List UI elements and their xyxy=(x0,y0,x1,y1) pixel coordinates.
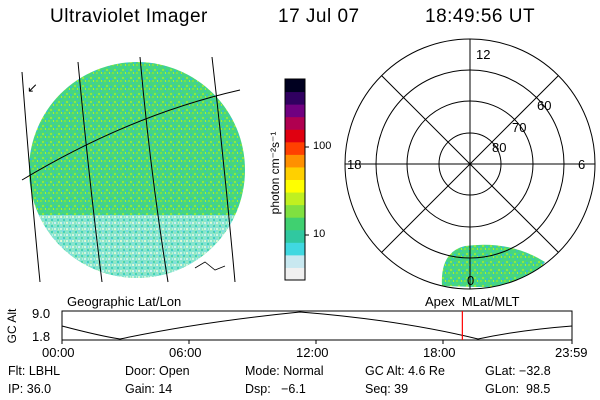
altitude-ytick-bottom: 1.8 xyxy=(32,329,51,344)
altitude-xticks xyxy=(61,340,573,344)
mlt-label-12: 12 xyxy=(476,47,491,62)
colorbar-band xyxy=(285,166,305,180)
xtick-0600: 06:00 xyxy=(169,345,202,360)
colorbar-band xyxy=(285,179,305,193)
mlt-label-18: 18 xyxy=(347,157,362,172)
colorbar-band xyxy=(285,267,305,281)
altitude-ylabel: GC Alt xyxy=(5,308,19,344)
xtick-1200: 12:00 xyxy=(296,345,329,360)
gc-alt-status: GC Alt: 4.6 Re xyxy=(365,364,445,378)
colorbar-band xyxy=(285,141,305,155)
xtick-2359: 23:59 xyxy=(555,345,588,360)
polar-aurora-image xyxy=(441,244,545,288)
observation-time: 18:49:56 UT xyxy=(425,6,536,27)
colorbar-band xyxy=(285,192,305,206)
gain-status: Gain: 14 xyxy=(125,382,173,396)
filter-status: Flt: LBHL xyxy=(8,364,61,378)
mlt-label-0: 0 xyxy=(467,273,475,288)
colorbar-band xyxy=(285,242,305,256)
colorbar-band xyxy=(285,129,305,143)
lat-label-70: 70 xyxy=(512,120,527,135)
colorbar-band xyxy=(285,91,305,105)
colorbar-band xyxy=(285,204,305,218)
colorbar xyxy=(285,79,305,281)
lat-label-80: 80 xyxy=(492,140,507,155)
mlt-label-6: 6 xyxy=(578,157,586,172)
colorbar-band xyxy=(285,217,305,231)
seq-status: Seq: 39 xyxy=(365,382,409,396)
apex-panel-label: Apex MLat/MLT xyxy=(425,294,520,309)
glat-status: GLat: −32.8 xyxy=(485,364,551,378)
north-marker-icon: ↙ xyxy=(27,80,38,95)
colorbar-frame xyxy=(284,78,306,281)
lat-label-60: 60 xyxy=(537,98,552,113)
xtick-0000: 00:00 xyxy=(42,345,75,360)
altitude-plot-frame xyxy=(61,310,573,341)
colorbar-band xyxy=(285,79,305,93)
instrument-title: Ultraviolet Imager xyxy=(50,6,208,27)
colorbar-label-100: 100 xyxy=(313,140,332,152)
ip-status: IP: 36.0 xyxy=(8,382,52,396)
colorbar-band xyxy=(285,254,305,268)
altitude-ytick-top: 9.0 xyxy=(32,306,51,321)
door-status: Door: Open xyxy=(125,364,190,378)
colorbar-band xyxy=(285,154,305,168)
polar-grid xyxy=(344,38,596,290)
colorbar-label-10: 10 xyxy=(313,228,326,240)
dsp-status: Dsp: −6.1 xyxy=(245,382,306,396)
colorbar-band xyxy=(285,116,305,130)
xtick-1800: 18:00 xyxy=(423,345,456,360)
altitude-curve xyxy=(61,311,573,340)
observation-date: 17 Jul 07 xyxy=(278,6,360,27)
glon-status: GLon: 98.5 xyxy=(485,382,551,396)
earth-disk-image xyxy=(29,62,245,278)
colorbar-band xyxy=(285,104,305,118)
mode-status: Mode: Normal xyxy=(245,364,324,378)
geographic-grid xyxy=(21,56,241,283)
colorbar-unit-label: photon cm⁻²s⁻¹ xyxy=(268,131,282,215)
geographic-panel-label: Geographic Lat/Lon xyxy=(67,294,182,309)
colorbar-band xyxy=(285,229,305,243)
